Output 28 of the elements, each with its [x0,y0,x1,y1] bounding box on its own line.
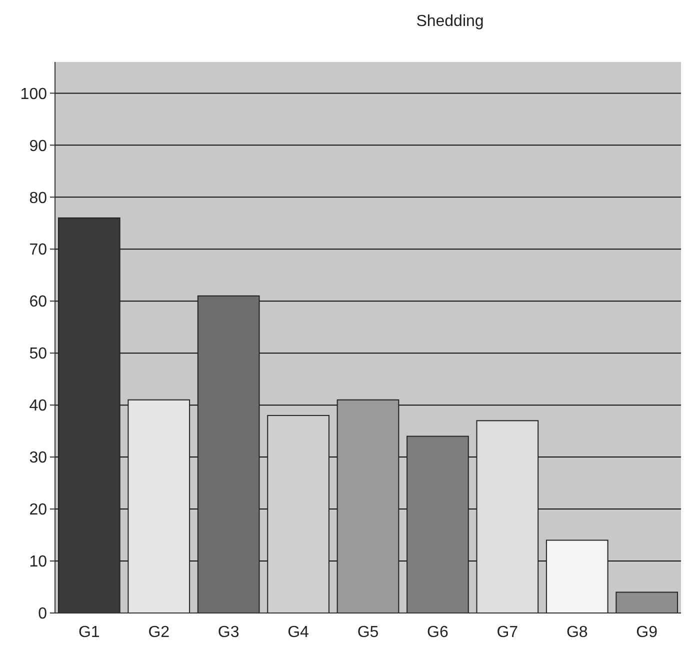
bar [197,295,260,614]
x-tick-label: G1 [78,624,100,641]
bar [406,436,469,614]
x-tick-label: G3 [218,624,240,641]
bar [546,540,608,614]
y-tick-label: 60 [29,294,48,311]
y-tick-label: 40 [29,398,48,415]
y-tick-label: 0 [38,606,48,623]
x-tick-label: G9 [636,624,658,641]
y-tick-label: 100 [20,86,48,103]
y-tick-label: 50 [29,346,48,363]
y-tick-label: 20 [29,502,48,519]
y-tick-label: 30 [29,450,48,467]
y-tick-label: 70 [29,242,48,259]
x-tick-label: G5 [357,624,379,641]
y-tick-label: 80 [29,190,48,207]
chart-title: Shedding [416,13,484,30]
x-tick-label: G7 [496,624,518,641]
bar [476,420,539,614]
y-tick-label: 90 [29,138,48,155]
x-tick-label: G2 [148,624,170,641]
x-tick-label: G6 [427,624,448,641]
bar [616,592,678,614]
bar [336,399,400,614]
x-tick-label: G8 [566,624,588,641]
y-tick-label: 10 [29,554,48,571]
x-tick-label: G4 [288,624,310,641]
bar [128,399,190,614]
